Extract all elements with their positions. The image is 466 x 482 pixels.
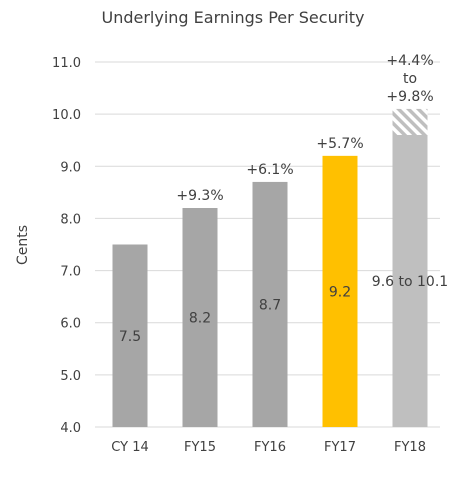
growth-label: +5.7% — [316, 136, 363, 152]
y-tick-label: 9.0 — [60, 160, 81, 175]
bar — [322, 155, 358, 427]
y-tick-label: 6.0 — [60, 317, 81, 332]
chart-title: Underlying Earnings Per Security — [102, 8, 365, 27]
bar-range-extension — [392, 108, 428, 135]
bar — [112, 244, 148, 427]
growth-label: +4.4% — [386, 53, 433, 69]
value-label: 9.2 — [329, 284, 351, 300]
x-tick-label: FY16 — [254, 440, 286, 455]
x-axis-ticks: CY 14 FY15 FY16 FY17 FY18 — [111, 440, 426, 455]
value-label: 7.5 — [119, 329, 141, 345]
data-labels: 7.5 8.2 +9.3% 8.7 +6.1% 9.2 +5.7% 9.6 to 10.1 +4… — [119, 53, 448, 345]
value-label: 8.7 — [259, 297, 281, 313]
y-tick-label: 7.0 — [60, 265, 81, 280]
x-tick-label: FY17 — [324, 440, 356, 455]
y-tick-label: 10.0 — [52, 108, 81, 123]
bar — [182, 208, 218, 427]
bar — [392, 135, 428, 427]
value-label: 9.6 to 10.1 — [372, 274, 448, 290]
bar — [252, 181, 288, 427]
growth-label: +6.1% — [246, 162, 293, 178]
growth-label: to — [403, 71, 417, 87]
growth-label: +9.3% — [176, 188, 223, 204]
value-label: 8.2 — [189, 311, 211, 327]
y-tick-label: 4.0 — [60, 421, 81, 436]
x-tick-label: FY18 — [394, 440, 426, 455]
growth-label: +9.8% — [386, 89, 433, 105]
y-tick-label: 11.0 — [52, 56, 81, 71]
y-axis-label: Cents — [15, 225, 31, 265]
y-tick-label: 5.0 — [60, 369, 81, 384]
bars — [112, 108, 428, 427]
y-tick-label: 8.0 — [60, 212, 81, 227]
y-axis-ticks: 4.0 5.0 6.0 7.0 8.0 9.0 10.0 11.0 — [52, 56, 81, 436]
x-tick-label: CY 14 — [111, 440, 148, 455]
x-tick-label: FY15 — [184, 440, 216, 455]
